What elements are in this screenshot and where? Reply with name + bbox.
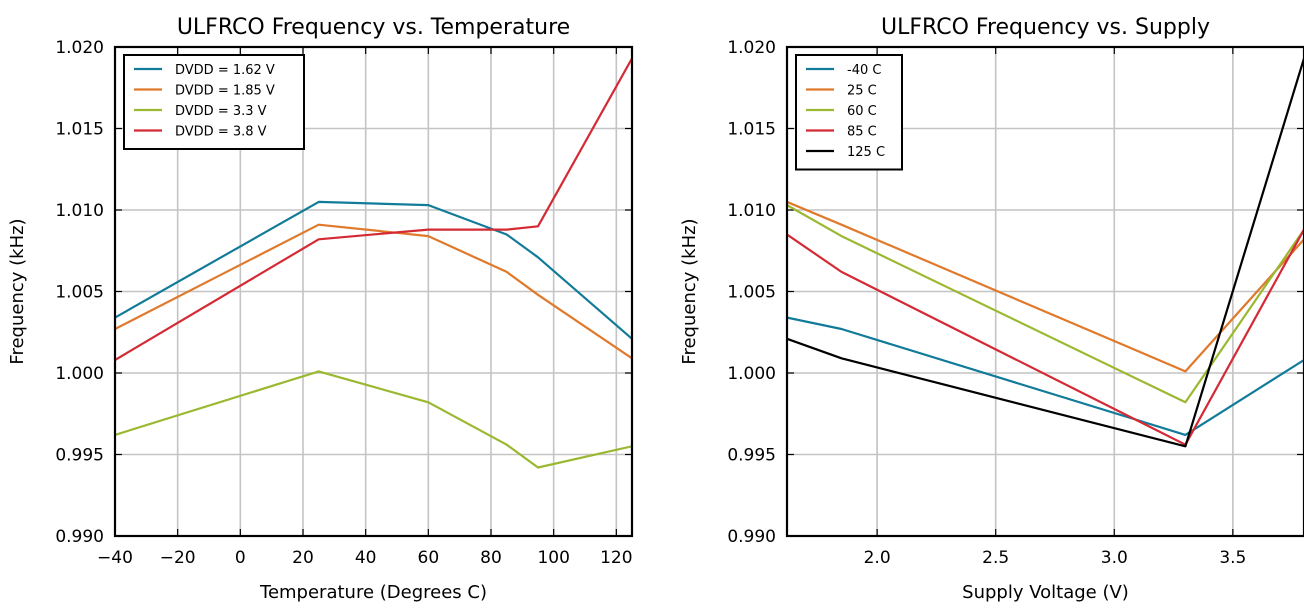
legend-label: DVDD = 3.3 V [175,104,267,119]
x-tick-label: 40 [355,548,377,568]
x-tick-label: 100 [537,548,569,568]
y-tick-label: 1.005 [727,283,776,303]
y-tick-label: 1.010 [55,201,104,221]
x-tick-label: −20 [160,548,196,568]
x-tick-label: 2.5 [982,548,1009,568]
legend-label: DVDD = 1.85 V [175,84,275,99]
x-tick-label: −40 [97,548,133,568]
chart-title: ULFRCO Frequency vs. Temperature [177,15,570,40]
y-tick-label: 0.995 [55,446,104,466]
legend-label: -40 C [847,63,881,78]
plot-frame [785,45,1304,538]
x-tick-label: 20 [292,548,314,568]
y-tick-label: 0.990 [727,527,776,547]
series-line [787,229,1304,446]
legend-label: 125 C [847,145,885,160]
y-tick-label: 1.015 [727,120,776,140]
series-line [115,200,632,340]
series-line [787,200,1304,373]
chart-title: ULFRCO Frequency vs. Supply [881,15,1210,40]
series-line [115,57,632,361]
x-tick-label: 80 [480,548,502,568]
y-tick-label: 1.000 [55,364,104,384]
y-tick-label: 0.990 [55,527,104,547]
x-tick-label: 3.5 [1219,548,1246,568]
plot-frame [113,45,634,538]
y-tick-label: 1.010 [727,201,776,221]
y-tick-label: 1.005 [55,283,104,303]
legend-label: 85 C [847,125,877,140]
legend: DVDD = 1.62 V DVDD = 1.85 V DVDD = 3.3 V DV… [123,54,305,150]
x-tick-label: 120 [600,548,632,568]
x-tick-label: 2.0 [864,548,891,568]
y-tick-label: 0.995 [727,446,776,466]
x-tick-label: 60 [418,548,440,568]
series-line [787,58,1304,448]
legend-label: 25 C [847,84,877,99]
x-axis-label: Supply Voltage (V) [962,582,1129,603]
legend: -40 C 25 C 60 C 85 C 125 C [795,54,903,171]
y-tick-label: 1.020 [55,38,104,58]
series-line [787,204,1304,404]
supply-chart: ULFRCO Frequency vs. Supply 0.990 0.995 1.0… [679,15,1304,603]
legend-label: DVDD = 3.8 V [175,125,267,140]
series-line [115,223,632,360]
y-tick-label: 1.015 [55,120,104,140]
y-axis-label: Frequency (kHz) [679,218,700,364]
series-line [115,370,632,469]
legend-label: 60 C [847,104,877,119]
x-axis-label: Temperature (Degrees C) [259,582,487,603]
legend-box [123,54,305,150]
temperature-chart: ULFRCO Frequency vs. Temperature 0.990 0.9… [7,15,634,603]
series-line [787,316,1304,436]
x-tick-label: 3.0 [1101,548,1128,568]
y-tick-label: 1.020 [727,38,776,58]
legend-label: DVDD = 1.62 V [175,63,275,78]
x-tick-label: 0 [235,548,246,568]
y-tick-label: 1.000 [727,364,776,384]
y-axis-label: Frequency (kHz) [7,218,28,364]
